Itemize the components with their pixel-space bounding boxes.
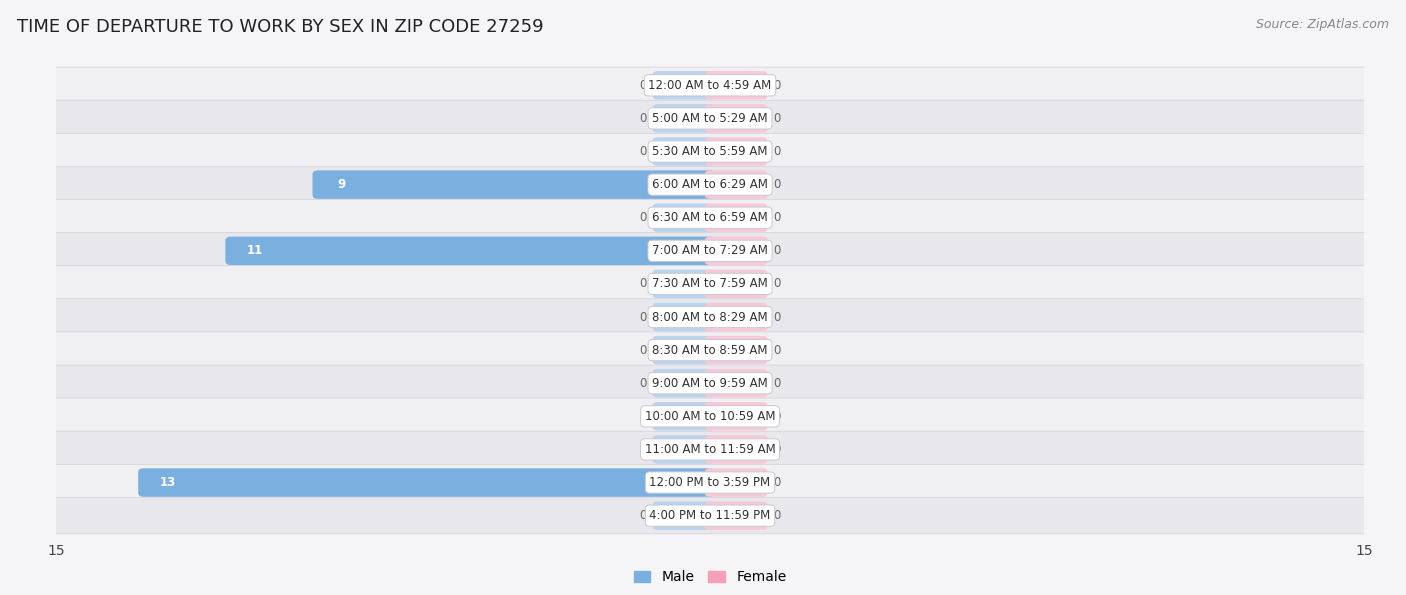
Text: 10:00 AM to 10:59 AM: 10:00 AM to 10:59 AM <box>645 410 775 423</box>
Text: 0: 0 <box>640 79 647 92</box>
FancyBboxPatch shape <box>704 303 768 331</box>
FancyBboxPatch shape <box>48 299 1372 335</box>
FancyBboxPatch shape <box>704 402 768 431</box>
Text: Source: ZipAtlas.com: Source: ZipAtlas.com <box>1256 18 1389 31</box>
FancyBboxPatch shape <box>652 71 716 99</box>
Text: 0: 0 <box>773 443 780 456</box>
Text: 6:00 AM to 6:29 AM: 6:00 AM to 6:29 AM <box>652 178 768 191</box>
FancyBboxPatch shape <box>704 270 768 298</box>
FancyBboxPatch shape <box>704 137 768 166</box>
FancyBboxPatch shape <box>652 104 716 133</box>
Text: 0: 0 <box>773 476 780 489</box>
Text: 0: 0 <box>640 311 647 324</box>
Text: 7:30 AM to 7:59 AM: 7:30 AM to 7:59 AM <box>652 277 768 290</box>
FancyBboxPatch shape <box>48 332 1372 368</box>
Text: 0: 0 <box>773 79 780 92</box>
FancyBboxPatch shape <box>48 133 1372 170</box>
Text: 6:30 AM to 6:59 AM: 6:30 AM to 6:59 AM <box>652 211 768 224</box>
FancyBboxPatch shape <box>704 468 768 497</box>
FancyBboxPatch shape <box>704 237 768 265</box>
Text: 0: 0 <box>640 277 647 290</box>
Text: 0: 0 <box>773 344 780 356</box>
FancyBboxPatch shape <box>704 71 768 99</box>
FancyBboxPatch shape <box>652 402 716 431</box>
FancyBboxPatch shape <box>48 266 1372 302</box>
Text: 7:00 AM to 7:29 AM: 7:00 AM to 7:29 AM <box>652 245 768 257</box>
Text: 12:00 PM to 3:59 PM: 12:00 PM to 3:59 PM <box>650 476 770 489</box>
Text: 0: 0 <box>640 377 647 390</box>
Text: 11:00 AM to 11:59 AM: 11:00 AM to 11:59 AM <box>645 443 775 456</box>
Text: 0: 0 <box>773 277 780 290</box>
Text: 9:00 AM to 9:59 AM: 9:00 AM to 9:59 AM <box>652 377 768 390</box>
FancyBboxPatch shape <box>138 468 716 497</box>
FancyBboxPatch shape <box>704 369 768 397</box>
FancyBboxPatch shape <box>704 502 768 530</box>
FancyBboxPatch shape <box>704 336 768 364</box>
Text: 5:30 AM to 5:59 AM: 5:30 AM to 5:59 AM <box>652 145 768 158</box>
FancyBboxPatch shape <box>652 435 716 464</box>
Legend: Male, Female: Male, Female <box>628 565 792 590</box>
FancyBboxPatch shape <box>704 104 768 133</box>
FancyBboxPatch shape <box>48 365 1372 402</box>
Text: 12:00 AM to 4:59 AM: 12:00 AM to 4:59 AM <box>648 79 772 92</box>
Text: 5:00 AM to 5:29 AM: 5:00 AM to 5:29 AM <box>652 112 768 125</box>
Text: 0: 0 <box>640 112 647 125</box>
FancyBboxPatch shape <box>48 67 1372 104</box>
Text: 0: 0 <box>773 509 780 522</box>
Text: TIME OF DEPARTURE TO WORK BY SEX IN ZIP CODE 27259: TIME OF DEPARTURE TO WORK BY SEX IN ZIP … <box>17 18 544 36</box>
FancyBboxPatch shape <box>652 137 716 166</box>
Text: 8:30 AM to 8:59 AM: 8:30 AM to 8:59 AM <box>652 344 768 356</box>
Text: 0: 0 <box>640 211 647 224</box>
Text: 0: 0 <box>773 178 780 191</box>
Text: 0: 0 <box>773 211 780 224</box>
Text: 0: 0 <box>773 245 780 257</box>
FancyBboxPatch shape <box>704 170 768 199</box>
Text: 0: 0 <box>640 509 647 522</box>
FancyBboxPatch shape <box>312 170 716 199</box>
FancyBboxPatch shape <box>48 398 1372 434</box>
Text: 0: 0 <box>773 410 780 423</box>
Text: 8:00 AM to 8:29 AM: 8:00 AM to 8:29 AM <box>652 311 768 324</box>
Text: 13: 13 <box>159 476 176 489</box>
FancyBboxPatch shape <box>652 303 716 331</box>
Text: 0: 0 <box>773 112 780 125</box>
Text: 9: 9 <box>337 178 346 191</box>
Text: 0: 0 <box>640 344 647 356</box>
FancyBboxPatch shape <box>225 237 716 265</box>
FancyBboxPatch shape <box>48 431 1372 468</box>
FancyBboxPatch shape <box>48 167 1372 203</box>
FancyBboxPatch shape <box>652 270 716 298</box>
Text: 0: 0 <box>773 377 780 390</box>
FancyBboxPatch shape <box>48 199 1372 236</box>
FancyBboxPatch shape <box>48 233 1372 269</box>
FancyBboxPatch shape <box>48 464 1372 501</box>
FancyBboxPatch shape <box>652 203 716 232</box>
FancyBboxPatch shape <box>652 336 716 364</box>
FancyBboxPatch shape <box>704 203 768 232</box>
FancyBboxPatch shape <box>704 435 768 464</box>
FancyBboxPatch shape <box>48 497 1372 534</box>
FancyBboxPatch shape <box>652 502 716 530</box>
Text: 0: 0 <box>640 410 647 423</box>
FancyBboxPatch shape <box>48 100 1372 137</box>
Text: 4:00 PM to 11:59 PM: 4:00 PM to 11:59 PM <box>650 509 770 522</box>
Text: 0: 0 <box>773 145 780 158</box>
FancyBboxPatch shape <box>652 369 716 397</box>
Text: 11: 11 <box>246 245 263 257</box>
Text: 0: 0 <box>640 443 647 456</box>
Text: 0: 0 <box>773 311 780 324</box>
Text: 0: 0 <box>640 145 647 158</box>
